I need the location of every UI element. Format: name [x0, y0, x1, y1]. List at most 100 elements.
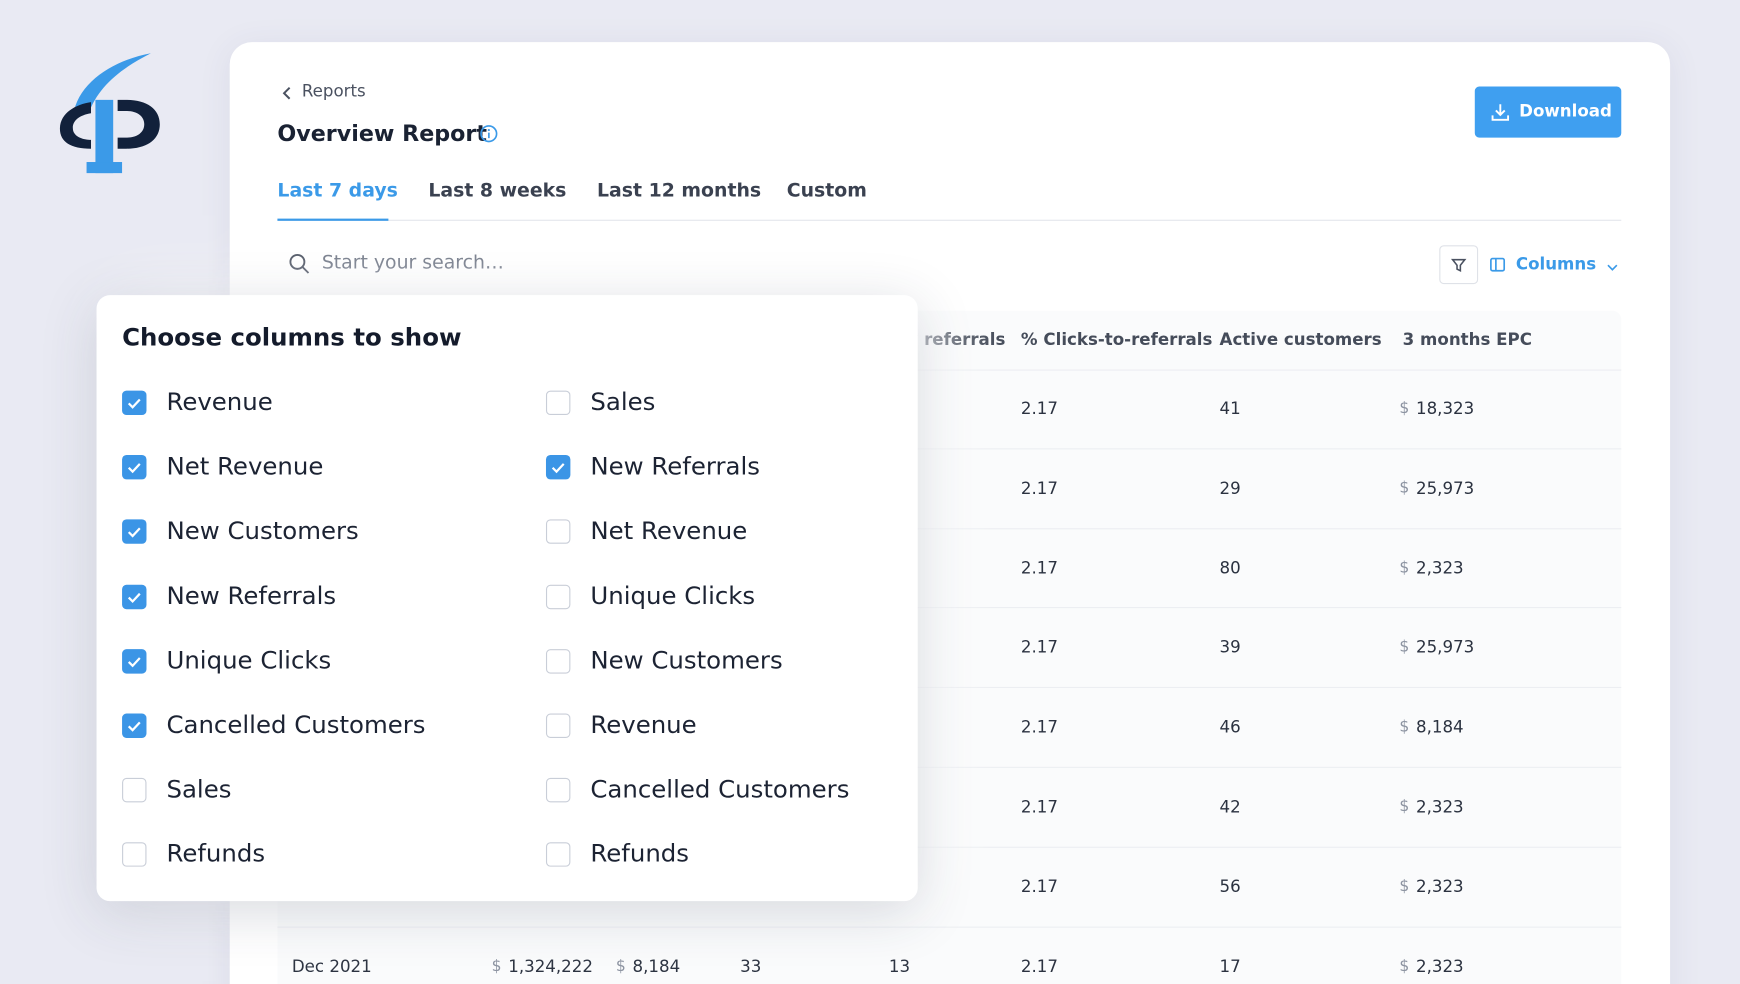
checkbox-label[interactable]: New Customers — [166, 518, 359, 546]
info-icon[interactable] — [479, 124, 498, 147]
table-cell: 17 — [1219, 956, 1241, 977]
checkbox-label[interactable]: New Referrals — [166, 582, 337, 611]
checkbox[interactable] — [545, 648, 571, 674]
currency-symbol: $ — [1399, 479, 1410, 497]
checkbox[interactable] — [545, 455, 571, 480]
checkbox-label[interactable]: Net Revenue — [590, 518, 748, 546]
table-cell: 8,184 — [632, 956, 681, 977]
tabs-divider — [277, 219, 1622, 221]
filter-button[interactable] — [1439, 245, 1479, 285]
table-cell: 2,323 — [1415, 557, 1464, 578]
table-cell: 18,323 — [1415, 398, 1475, 419]
checkbox-label[interactable]: Revenue — [166, 388, 273, 417]
table-cell: 2.17 — [1020, 637, 1058, 658]
header-divider — [277, 369, 1622, 371]
checkbox-label[interactable]: New Customers — [590, 647, 783, 676]
table-cell: 13 — [888, 956, 911, 977]
row-divider — [277, 846, 1622, 848]
currency-symbol: $ — [1399, 877, 1410, 896]
checkbox[interactable] — [122, 713, 147, 738]
table-cell: 2.17 — [1020, 398, 1058, 419]
column-header: Active customers — [1219, 329, 1382, 350]
checkbox-label[interactable]: Unique Clicks — [590, 582, 756, 611]
tab[interactable]: Last 7 days — [277, 179, 398, 202]
checkbox[interactable] — [545, 842, 571, 868]
table-cell: 80 — [1219, 557, 1241, 578]
currency-symbol: $ — [1399, 399, 1410, 418]
table-cell: 2,323 — [1415, 876, 1464, 897]
checkbox-label[interactable]: Unique Clicks — [166, 647, 332, 676]
row-divider — [277, 448, 1622, 450]
table-cell: 39 — [1219, 637, 1241, 658]
table-cell: 2.17 — [1020, 717, 1058, 738]
checkbox-label[interactable]: Cancelled Customers — [590, 776, 850, 805]
checkbox-label[interactable]: Net Revenue — [166, 453, 324, 482]
currency-symbol: $ — [615, 957, 626, 975]
active-tab-underline — [277, 218, 389, 221]
row-divider — [277, 687, 1622, 689]
column-header: 3 months EPC — [1402, 329, 1532, 350]
checkbox[interactable] — [122, 778, 147, 803]
picker-title: Choose columns to show — [122, 324, 462, 353]
checkbox-label[interactable]: Cancelled Customers — [166, 711, 426, 740]
checkbox[interactable] — [545, 584, 571, 609]
table-cell: 2.17 — [1020, 956, 1058, 977]
currency-symbol: $ — [1399, 718, 1410, 736]
search-input[interactable]: Start your search… — [321, 251, 504, 275]
back-icon[interactable] — [282, 84, 293, 105]
currency-symbol: $ — [1399, 957, 1410, 975]
checkbox-label[interactable]: New Referrals — [590, 453, 760, 482]
checkbox-label[interactable]: Sales — [590, 388, 656, 417]
checkbox[interactable] — [545, 390, 571, 416]
table-cell: 41 — [1219, 398, 1241, 419]
checkbox[interactable] — [545, 778, 571, 803]
table-cell: 25,973 — [1415, 478, 1475, 499]
checkbox-label[interactable]: Sales — [166, 776, 232, 805]
checkbox[interactable] — [122, 842, 147, 868]
checkbox-label[interactable]: Revenue — [590, 711, 697, 740]
table-cell: 2.17 — [1020, 557, 1058, 578]
row-divider — [277, 527, 1622, 529]
checkbox[interactable] — [122, 390, 147, 416]
table-cell: 46 — [1219, 717, 1241, 738]
page-title: Overview Report — [277, 119, 487, 147]
search-icon — [289, 253, 311, 280]
currency-symbol: $ — [491, 957, 502, 975]
table-cell: 8,184 — [1415, 717, 1464, 738]
table-cell: 33 — [740, 956, 762, 977]
table-cell: 42 — [1219, 796, 1241, 817]
checkbox-label[interactable]: Refunds — [590, 841, 690, 869]
column-header: % Clicks-to-referrals — [1020, 329, 1213, 350]
row-divider — [277, 766, 1622, 768]
table-cell: 56 — [1219, 876, 1241, 897]
tab[interactable]: Last 8 weeks — [428, 179, 567, 202]
columns-icon — [1489, 256, 1506, 277]
table-cell: 2.17 — [1020, 478, 1058, 499]
table-cell: Dec 2021 — [291, 956, 372, 977]
checkbox[interactable] — [122, 648, 147, 674]
checkbox[interactable] — [122, 584, 147, 609]
back-link[interactable]: Reports — [301, 81, 366, 101]
table-cell: 2.17 — [1020, 796, 1058, 817]
checkbox[interactable] — [122, 519, 147, 545]
table-cell: 25,973 — [1415, 637, 1475, 658]
table-cell: 2,323 — [1415, 796, 1464, 817]
checkbox[interactable] — [545, 713, 571, 738]
download-icon — [1490, 102, 1510, 126]
column-picker — [96, 295, 918, 902]
currency-symbol: $ — [1399, 638, 1410, 657]
table-cell: 1,324,222 — [508, 956, 593, 977]
tab[interactable]: Last 12 months — [597, 179, 762, 202]
checkbox[interactable] — [122, 455, 147, 480]
table-cell: 29 — [1219, 478, 1241, 499]
checkbox-label[interactable]: Refunds — [166, 841, 266, 869]
checkbox[interactable] — [545, 519, 571, 545]
row-divider — [277, 607, 1622, 609]
download-button[interactable] — [1474, 86, 1622, 138]
table-cell: 2.17 — [1020, 876, 1058, 897]
tab[interactable]: Custom — [786, 179, 867, 202]
logo — [59, 53, 160, 174]
columns-button[interactable]: Columns — [1515, 254, 1597, 275]
